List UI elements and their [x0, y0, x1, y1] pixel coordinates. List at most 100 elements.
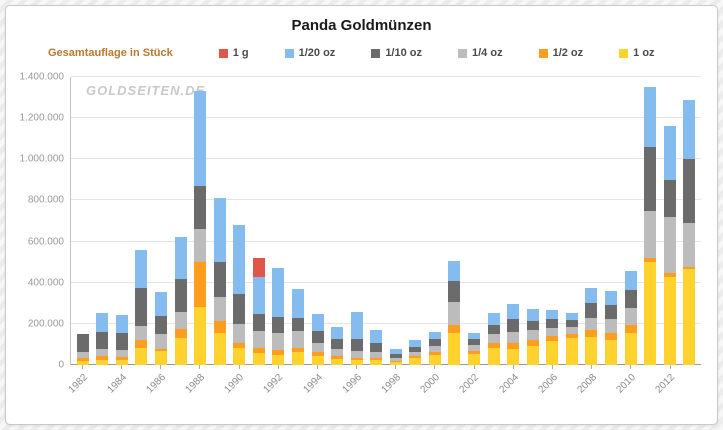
bar-segment: [585, 337, 598, 365]
x-slot: 2000: [419, 365, 445, 413]
y-axis-label: 1.200.000: [19, 112, 65, 124]
bar-segment: [174, 328, 187, 339]
bar-slot: [327, 77, 347, 365]
y-axis-label: 800.000: [27, 194, 64, 206]
bar-segment: [389, 360, 402, 363]
bar-segment: [155, 333, 168, 350]
bar-segment: [448, 260, 461, 282]
chart-panel: Panda Goldmünzen Gesamtauflage in Stück …: [5, 5, 718, 425]
bar-segment: [370, 352, 383, 359]
bar-slot: [503, 77, 523, 365]
bar-segment: [409, 355, 422, 359]
legend-swatch: [538, 48, 548, 58]
bar-segment: [96, 312, 109, 332]
bar-segment: [350, 311, 363, 339]
legend-label: 1 oz: [633, 47, 655, 59]
bar: [135, 77, 148, 365]
bar-slot: [562, 77, 582, 365]
bar-segment: [155, 292, 168, 316]
bar-segment: [213, 332, 226, 365]
bar: [389, 77, 402, 365]
legend-row: Gesamtauflage in Stück 1 g 1/20 oz 1/10 oz…: [6, 45, 717, 61]
bar: [624, 77, 637, 365]
bar: [565, 77, 578, 365]
y-axis-label: 400.000: [27, 277, 64, 289]
bar-slot: [543, 77, 563, 365]
y-axis-label: 1.400.000: [19, 71, 65, 83]
bar-segment: [233, 348, 246, 365]
legend: 1 g 1/20 oz 1/10 oz 1/4 oz 1/2 oz 1 oz: [197, 47, 705, 59]
bar-segment: [311, 313, 324, 332]
bar: [115, 77, 128, 365]
bar-segment: [115, 359, 128, 365]
gridline: [71, 240, 701, 242]
bar-segment: [546, 327, 559, 337]
bar-slot: [640, 77, 660, 365]
bar-slot: [190, 77, 210, 365]
bar-segment: [135, 288, 148, 326]
bar-segment: [291, 352, 304, 365]
bar-segment: [604, 332, 617, 341]
bar-segment: [546, 309, 559, 319]
y-axis-label: 1.000.000: [19, 153, 65, 165]
bar: [213, 77, 226, 365]
x-slot: 1994: [301, 365, 327, 413]
legend-swatch: [458, 48, 467, 58]
bar-segment: [644, 87, 657, 147]
bar-slot: [425, 77, 445, 365]
bar-segment: [194, 228, 207, 262]
bar-slot: [464, 77, 484, 365]
bar-segment: [683, 223, 696, 268]
bar-segment: [194, 91, 207, 187]
bar-segment: [507, 349, 520, 365]
bar-segment: [663, 179, 676, 217]
bar-segment: [604, 304, 617, 319]
bar-segment: [76, 352, 89, 359]
bar-segment: [96, 331, 109, 350]
bar-segment: [331, 359, 344, 365]
bar-segment: [526, 308, 539, 321]
bar-segment: [448, 281, 461, 302]
bar-slot: [288, 77, 308, 365]
bar-slot: [249, 77, 269, 365]
bar: [546, 77, 559, 365]
bar-slot: [386, 77, 406, 365]
bar-segment: [526, 346, 539, 365]
bar-segment: [194, 186, 207, 229]
x-slot: 1988: [184, 365, 210, 413]
x-slot: 1998: [380, 365, 406, 413]
x-axis-labels: 1982 1984 1986 1988 1990 1992 1994 1996 1998 2000…: [66, 365, 701, 413]
x-axis-label: 1982: [66, 372, 90, 396]
bar-segment: [311, 343, 324, 353]
bar-segment: [115, 332, 128, 351]
bar-segment: [174, 236, 187, 280]
bar-segment: [644, 262, 657, 365]
legend-item: 1 oz: [619, 47, 655, 59]
bar-segment: [389, 362, 402, 365]
bar-segment: [644, 146, 657, 211]
bar: [155, 77, 168, 365]
bar-segment: [331, 338, 344, 350]
bar-segment: [546, 341, 559, 365]
bar-segment: [487, 348, 500, 365]
bar-segment: [565, 326, 578, 334]
bar-slot: [347, 77, 367, 365]
bar-segment: [350, 360, 363, 365]
bar-segment: [311, 331, 324, 344]
bar-segment: [291, 317, 304, 332]
bar-segment: [644, 210, 657, 259]
bar-slot: [308, 77, 328, 365]
bar-segment: [565, 319, 578, 327]
bar-segment: [683, 99, 696, 160]
x-slot: 1992: [262, 365, 288, 413]
bar-segment: [291, 289, 304, 318]
bar-segment: [272, 350, 285, 356]
bar-segment: [370, 358, 383, 361]
bar-slot: [582, 77, 602, 365]
legend-label: 1/20 oz: [298, 47, 336, 59]
bar: [409, 77, 422, 365]
gridline: [71, 158, 701, 160]
bar: [76, 77, 89, 365]
bar-segment: [272, 316, 285, 333]
bar-segment: [428, 331, 441, 340]
